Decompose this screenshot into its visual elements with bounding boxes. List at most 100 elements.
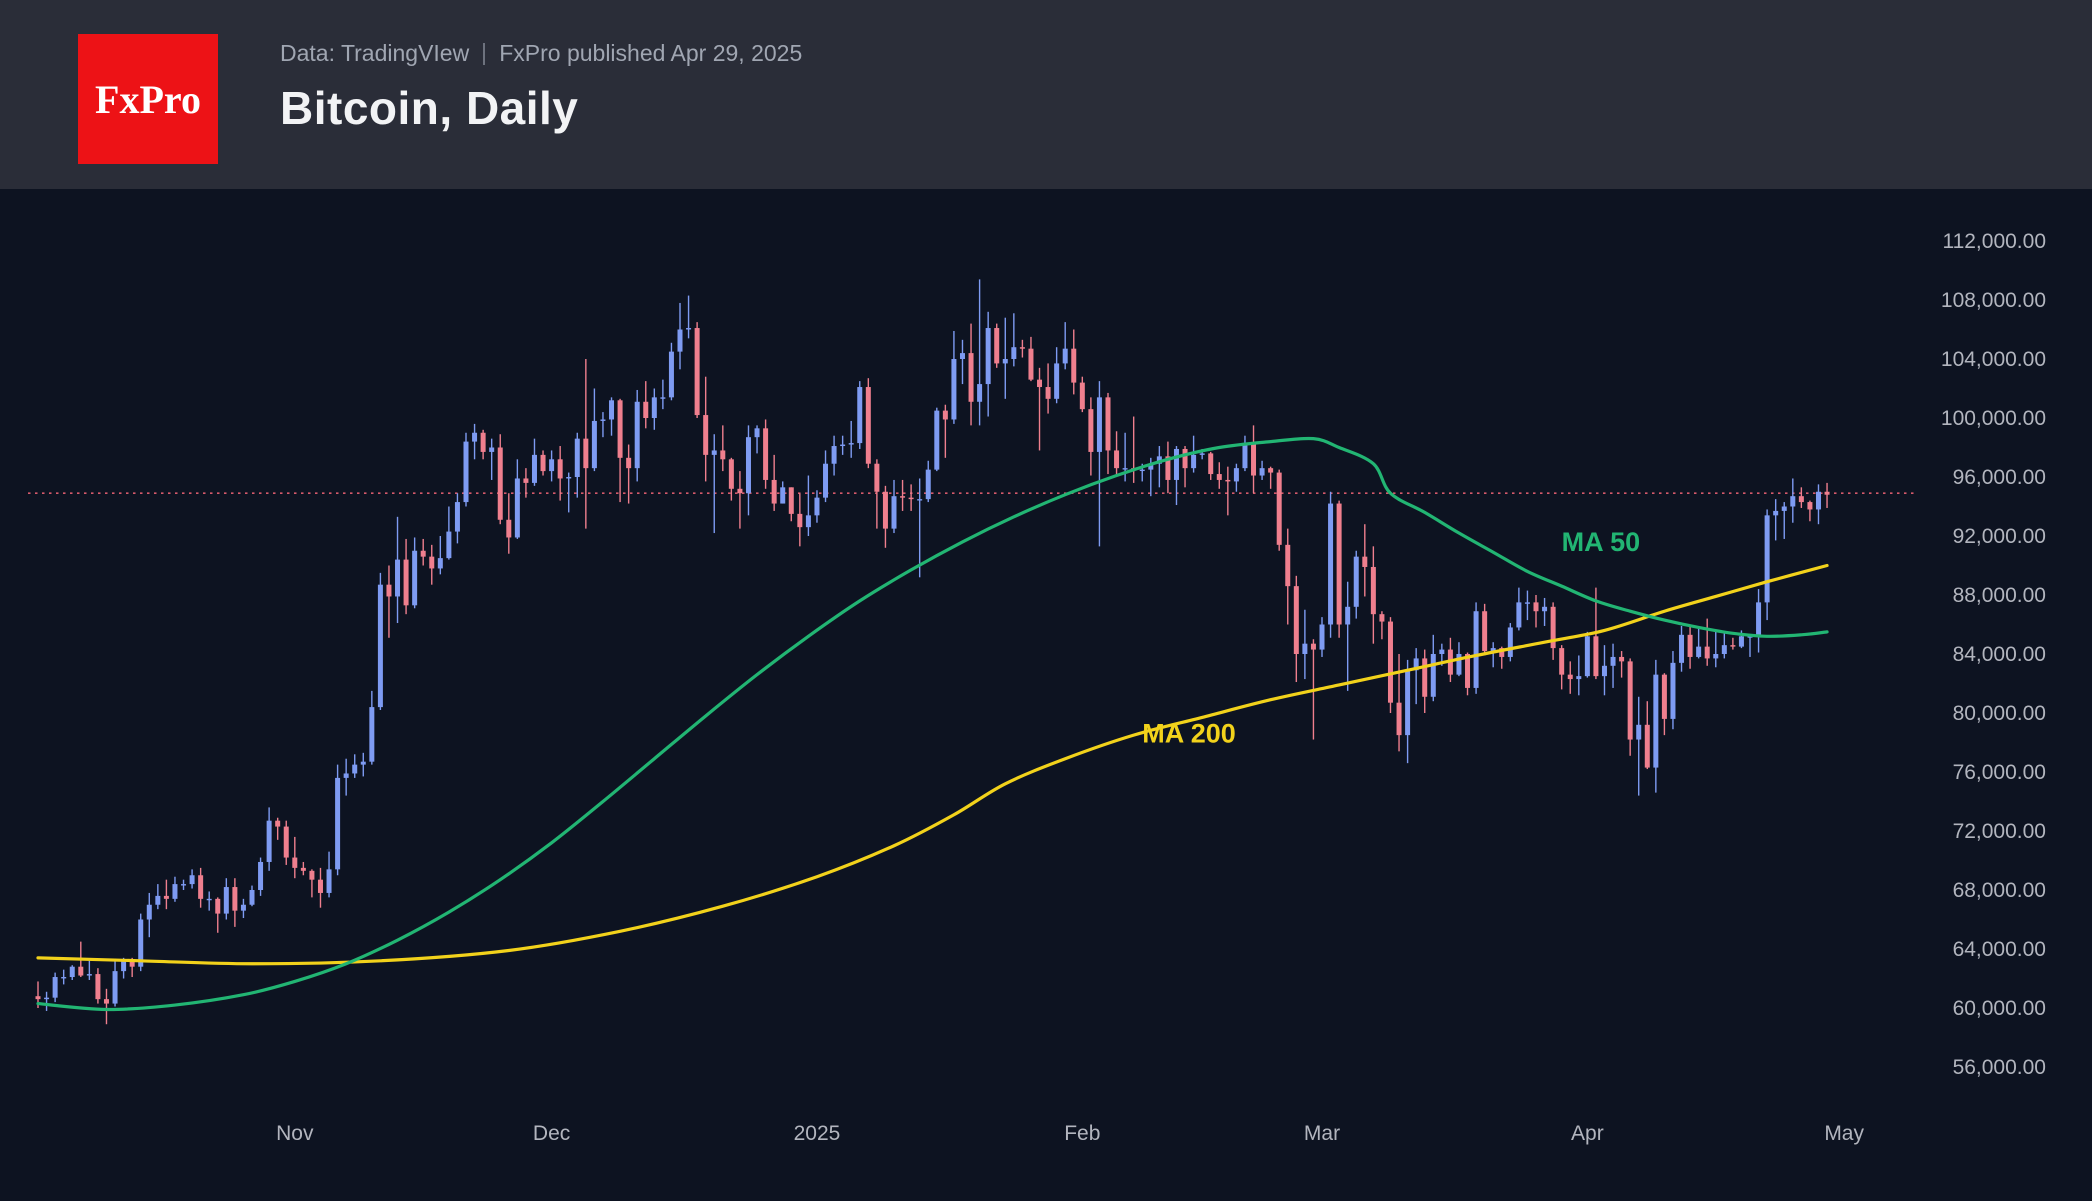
- page-title: Bitcoin, Daily: [280, 82, 579, 134]
- candle: [472, 432, 478, 442]
- candle: [1644, 724, 1650, 768]
- candle: [181, 884, 187, 886]
- candle: [1396, 702, 1402, 736]
- candle: [463, 441, 469, 503]
- candle: [1610, 656, 1616, 666]
- candle: [300, 867, 306, 871]
- candle: [249, 890, 255, 905]
- candle: [848, 443, 854, 445]
- candle: [728, 459, 734, 489]
- candle: [437, 558, 443, 569]
- candle: [934, 410, 940, 470]
- candle: [1379, 614, 1385, 622]
- candle: [1208, 453, 1214, 475]
- candle: [360, 761, 366, 765]
- candle: [1456, 654, 1462, 675]
- candle: [1173, 448, 1179, 480]
- candle: [1353, 556, 1359, 607]
- candle: [454, 502, 460, 532]
- candle: [309, 870, 315, 880]
- candle: [1636, 724, 1642, 740]
- candle: [1422, 658, 1428, 697]
- candle: [1216, 474, 1222, 480]
- candle: [1019, 347, 1025, 349]
- candle: [335, 777, 341, 870]
- candle: [343, 773, 349, 778]
- candle: [831, 446, 837, 464]
- candlestick-layer: [35, 279, 1830, 1025]
- candle: [1627, 661, 1633, 740]
- candle: [1584, 636, 1590, 677]
- y-tick-label: 96,000.00: [1953, 466, 2046, 489]
- candle: [69, 966, 75, 978]
- candle: [1576, 676, 1582, 680]
- chart-area[interactable]: 112,000.00 108,000.00 104,000.00 100,000.00…: [0, 189, 2092, 1196]
- subtitle-divider: [483, 42, 486, 65]
- x-tick-label: 2025: [794, 1122, 841, 1145]
- candle: [1567, 674, 1573, 680]
- candle: [317, 879, 323, 893]
- candle: [1798, 496, 1804, 503]
- candle: [352, 764, 358, 774]
- candle: [737, 488, 743, 494]
- candle: [549, 459, 555, 472]
- x-tick-label: Apr: [1571, 1122, 1604, 1145]
- y-tick-label: 108,000.00: [1941, 289, 2046, 312]
- candle: [52, 977, 58, 998]
- candle: [1619, 656, 1625, 662]
- candle: [1071, 348, 1077, 383]
- candle: [412, 550, 418, 606]
- candle: [1156, 456, 1162, 464]
- candle: [1781, 506, 1787, 511]
- y-tick-label: 112,000.00: [1942, 230, 2046, 253]
- candle: [480, 432, 486, 452]
- price-chart[interactable]: 112,000.00 108,000.00 104,000.00 100,000.00…: [0, 189, 2092, 1196]
- candle: [1122, 468, 1128, 470]
- candle: [900, 496, 906, 498]
- fxpro-logo-text: FxPro: [95, 76, 201, 122]
- x-tick-label: Nov: [276, 1122, 314, 1145]
- candle: [189, 875, 195, 885]
- candle: [1285, 544, 1291, 587]
- candle: [694, 328, 700, 416]
- candle: [232, 887, 238, 911]
- x-tick-label: Dec: [533, 1122, 570, 1145]
- ma200-label: MA 200: [1142, 719, 1236, 749]
- candle: [223, 887, 229, 914]
- candle: [1507, 627, 1513, 657]
- candle: [643, 401, 649, 418]
- candle: [1225, 479, 1231, 482]
- candle: [1088, 409, 1094, 452]
- candle: [1815, 491, 1821, 510]
- candle: [745, 437, 751, 494]
- candle: [609, 400, 615, 420]
- candle: [369, 707, 375, 762]
- x-tick-label: May: [1824, 1122, 1864, 1145]
- ma50-label: MA 50: [1562, 527, 1641, 557]
- candle: [1062, 348, 1068, 364]
- candle: [172, 884, 178, 899]
- candle: [1516, 602, 1522, 628]
- x-tick-label: Mar: [1304, 1122, 1340, 1145]
- candle: [763, 428, 769, 480]
- candle: [591, 420, 597, 469]
- candle: [1302, 643, 1308, 654]
- candle: [121, 960, 127, 972]
- candle: [1601, 665, 1607, 677]
- candle: [1336, 503, 1342, 625]
- candle: [711, 450, 717, 455]
- candle: [660, 397, 666, 399]
- candle: [266, 820, 272, 862]
- candle: [1165, 456, 1171, 480]
- candle: [1730, 645, 1736, 647]
- candle: [1713, 654, 1719, 659]
- candle: [1430, 654, 1436, 697]
- candle: [258, 861, 264, 890]
- candle: [1310, 643, 1316, 650]
- candle: [1362, 556, 1368, 567]
- candle: [805, 515, 811, 528]
- y-tick-label: 76,000.00: [1953, 761, 2046, 784]
- candle: [1721, 645, 1727, 654]
- candle: [874, 463, 880, 492]
- chart-source-line: Data: TradingVIew FxPro published Apr 29…: [280, 40, 802, 67]
